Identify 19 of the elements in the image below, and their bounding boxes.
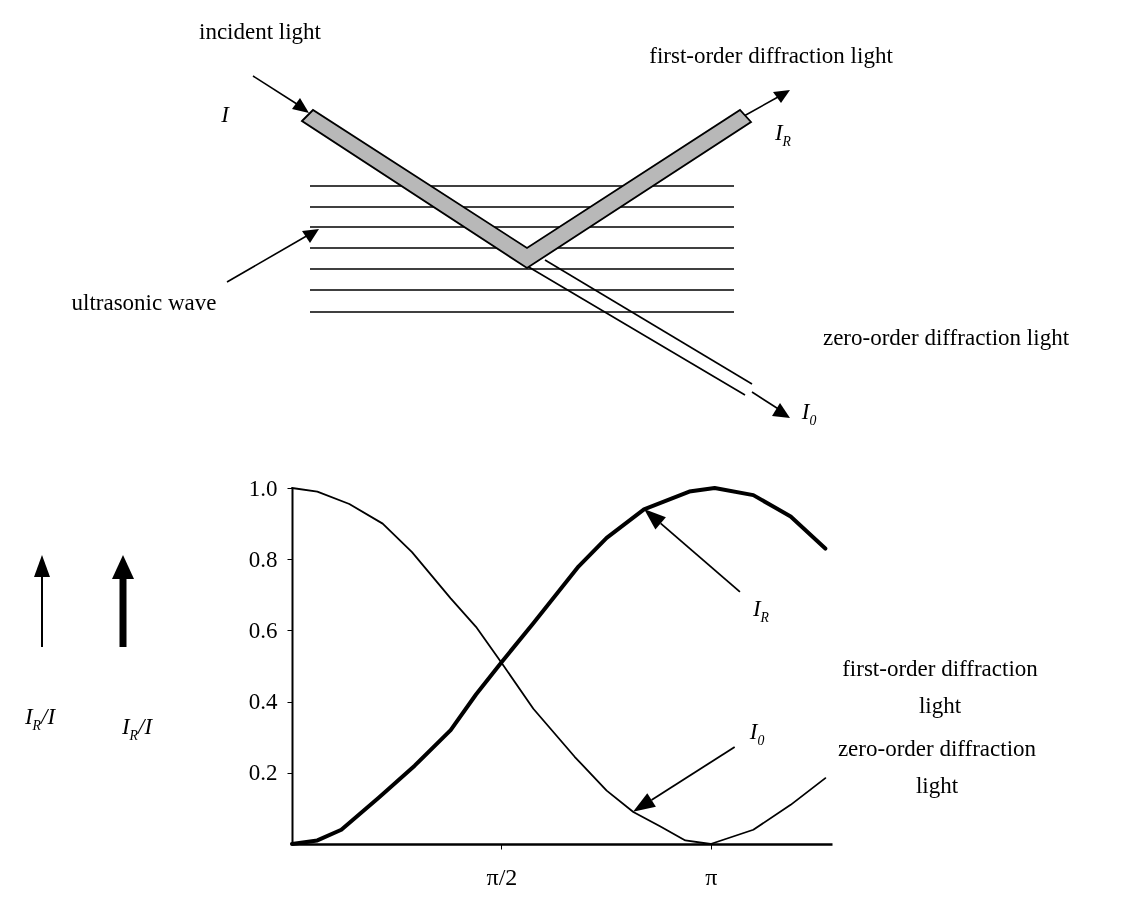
text: I$_{R}$ bbox=[774, 119, 792, 151]
text: first-order diffraction light bbox=[648, 41, 894, 70]
annotation: I$_{0}$ bbox=[749, 718, 765, 750]
y-tick-label: 0.8 bbox=[248, 546, 278, 572]
text: I$_{0}$ bbox=[801, 398, 817, 430]
y-tick-label: 0.6 bbox=[248, 617, 278, 643]
text: I$_{R}$/I bbox=[24, 703, 56, 735]
y-tick-label: 0.2 bbox=[248, 760, 278, 786]
text: ultrasonic wave bbox=[71, 288, 217, 317]
text: incident light bbox=[198, 17, 322, 46]
x-tick-label: π/2 bbox=[486, 863, 518, 890]
y-tick-label: 1.0 bbox=[248, 475, 278, 501]
text: zero-order diffraction light bbox=[836, 735, 1038, 800]
text: I bbox=[221, 100, 229, 129]
x-tick-label: π bbox=[705, 863, 718, 890]
y-tick-label: 0.4 bbox=[248, 689, 278, 715]
annotation: I$_{R}$ bbox=[752, 595, 770, 627]
text: zero-order diffraction light bbox=[822, 323, 1070, 352]
text: I$_{R}$/I bbox=[121, 713, 153, 745]
